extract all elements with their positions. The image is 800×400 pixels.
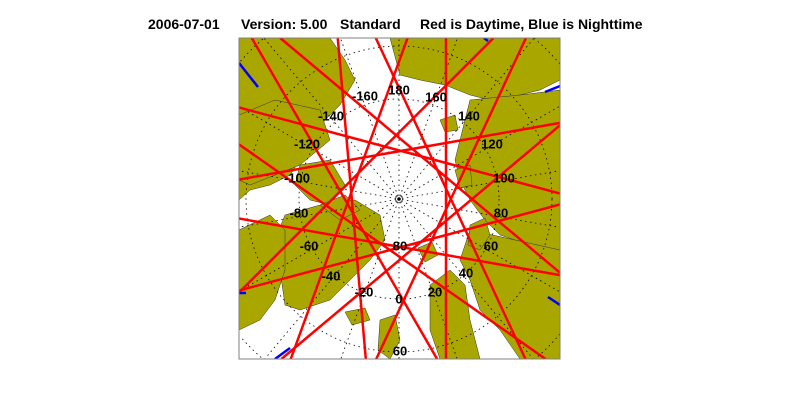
longitude-label: 80 <box>494 205 508 220</box>
daytime-track <box>239 38 495 294</box>
meridian-line <box>399 38 458 197</box>
daytime-track <box>250 38 439 359</box>
longitude-label: -120 <box>294 136 320 151</box>
title-product: Standard <box>340 16 401 32</box>
longitude-label: 180 <box>388 82 410 97</box>
meridian-line <box>401 170 560 199</box>
daytime-track <box>239 143 547 359</box>
longitude-label: 160 <box>425 89 447 104</box>
land-iceland <box>344 307 371 326</box>
meridian-line <box>401 200 560 293</box>
latitude-label: 80 <box>393 238 407 253</box>
longitude-label: 40 <box>459 265 473 280</box>
longitude-label: -60 <box>300 238 319 253</box>
daytime-track <box>375 38 528 359</box>
longitude-label: 140 <box>458 108 480 123</box>
land-new-siberian <box>439 114 459 133</box>
longitude-label: -140 <box>318 108 344 123</box>
latitude-circle <box>533 38 560 65</box>
land-uk <box>377 314 401 359</box>
latitude-circle <box>240 38 265 62</box>
longitude-label: -160 <box>352 88 378 103</box>
latitude-circle <box>536 333 560 358</box>
meridian-line <box>340 38 399 197</box>
daytime-track <box>279 38 560 274</box>
latitude-circle <box>245 45 553 353</box>
daytime-track <box>289 38 409 359</box>
title-date: 2006-07-01 <box>148 16 220 32</box>
meridian-line <box>401 105 560 198</box>
longitude-label: -80 <box>290 205 309 220</box>
north-pole-marker <box>397 197 401 201</box>
longitude-label: 20 <box>428 284 442 299</box>
daytime-track <box>239 106 560 195</box>
nighttime-track <box>547 295 560 307</box>
longitude-label: -20 <box>355 284 374 299</box>
daytime-track <box>239 217 560 277</box>
map-frame <box>238 37 561 360</box>
longitude-label: 100 <box>493 170 515 185</box>
meridian-line <box>239 200 397 292</box>
land-labrador <box>239 214 286 331</box>
map-title: 2006-07-01 Version: 5.00 Standard Red is… <box>0 16 800 34</box>
nighttime-track <box>239 62 259 88</box>
longitude-label: 60 <box>484 238 498 253</box>
title-version: Version: 5.00 <box>241 16 328 32</box>
nighttime-track <box>274 346 291 359</box>
land-scandinavia <box>429 269 481 359</box>
orbit-tracks <box>239 38 560 359</box>
longitude-label: -100 <box>284 170 310 185</box>
longitude-label: -40 <box>322 268 341 283</box>
meridian-line <box>401 199 560 228</box>
title-legend: Red is Daytime, Blue is Nighttime <box>420 16 643 32</box>
nighttime-track <box>544 84 560 94</box>
latitude-label: 60 <box>393 343 407 358</box>
daytime-track <box>336 38 368 359</box>
longitude-label: 0 <box>395 291 402 306</box>
longitude-label: 120 <box>481 136 503 151</box>
